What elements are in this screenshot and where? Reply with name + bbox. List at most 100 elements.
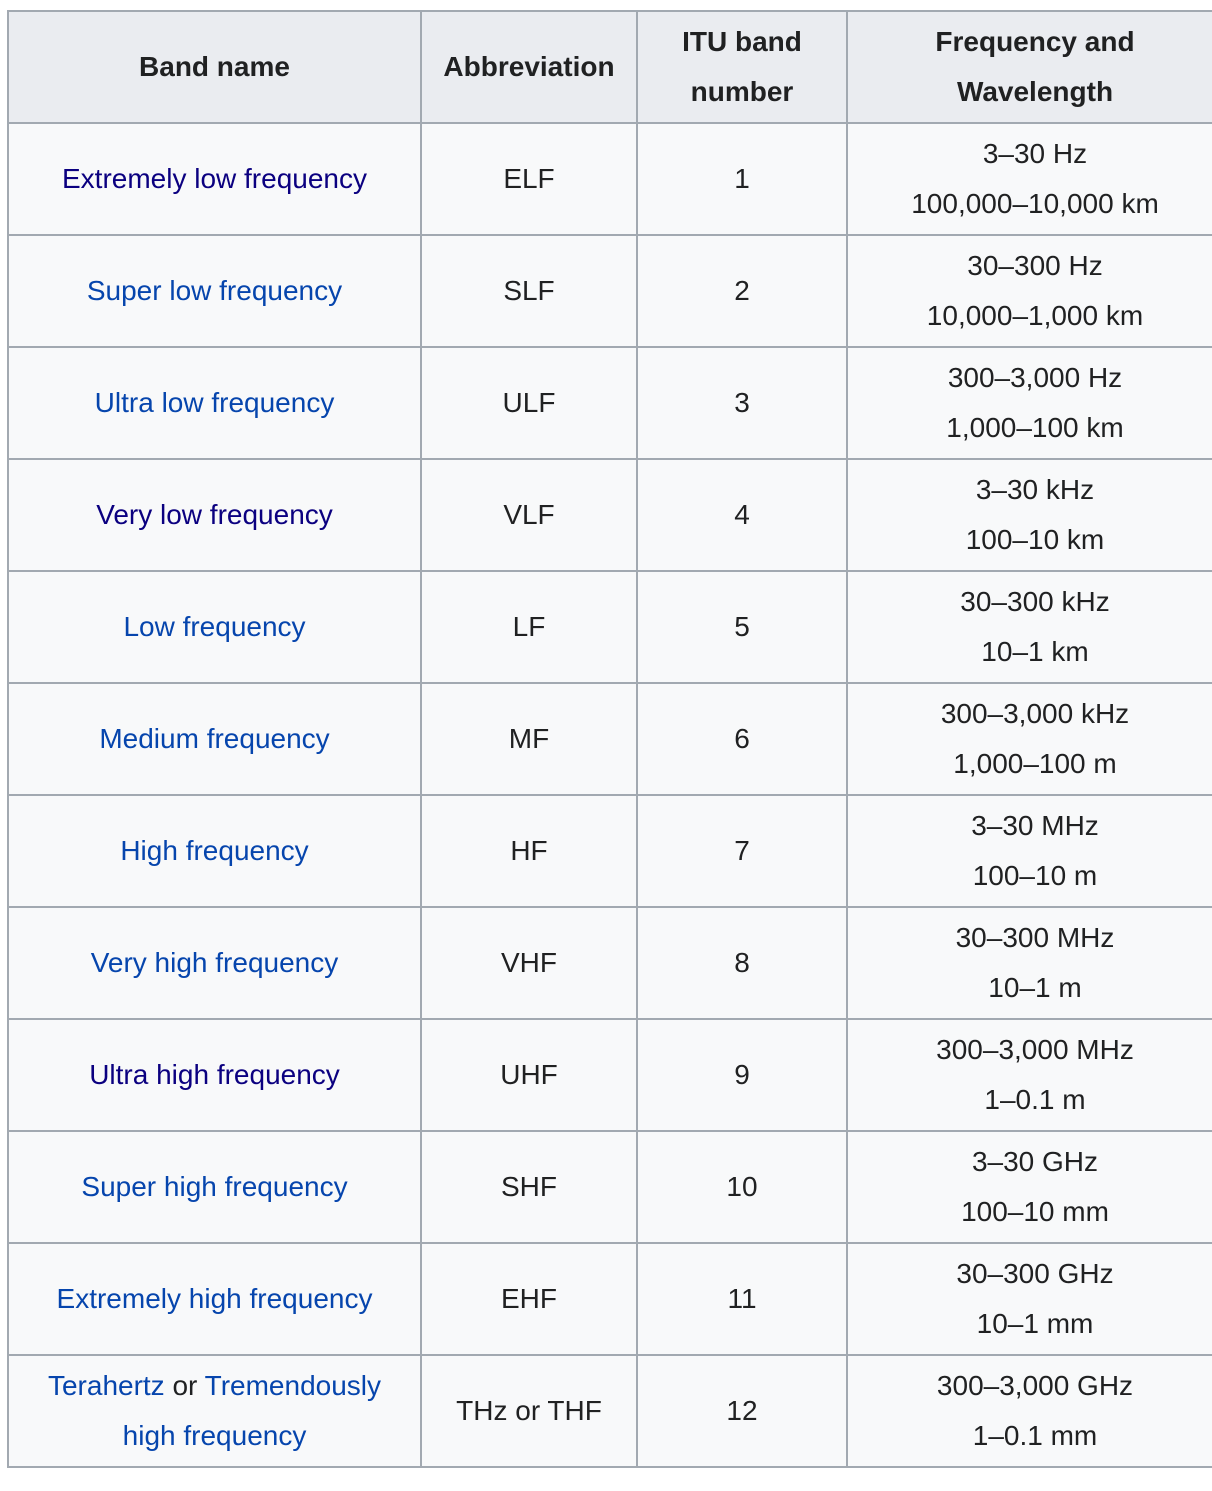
header-frequency-wavelength[interactable]: Frequency and Wavelength	[846, 10, 1212, 124]
band-name-link[interactable]: High frequency	[120, 835, 309, 866]
band-name-cell: Super low frequency	[7, 234, 422, 348]
tremendously-high-frequency-link-continued[interactable]: high frequency	[122, 1420, 307, 1451]
wavelength-range: 1–0.1 mm	[972, 1420, 1098, 1451]
abbreviation-cell: UHF	[420, 1018, 638, 1132]
table-row: Super low frequency SLF 2 30–300 Hz 10,0…	[7, 234, 1212, 348]
itu-number-cell: 9	[636, 1018, 848, 1132]
band-name-link[interactable]: Medium frequency	[99, 723, 330, 754]
header-freq-label-line1: Frequency and	[935, 26, 1135, 57]
abbreviation-cell: SHF	[420, 1130, 638, 1244]
frequency-range: 300–3,000 MHz	[936, 1034, 1134, 1065]
abbreviation-cell: ELF	[420, 122, 638, 236]
frequency-wavelength-cell: 3–30 MHz 100–10 m	[846, 794, 1212, 908]
band-name-link[interactable]: Extremely high frequency	[56, 1283, 373, 1314]
band-name-cell: Ultra low frequency	[7, 346, 422, 460]
itu-number-cell: 4	[636, 458, 848, 572]
itu-number-cell: 5	[636, 570, 848, 684]
band-name-cell: Medium frequency	[7, 682, 422, 796]
terahertz-link[interactable]: Terahertz	[47, 1370, 165, 1401]
table-row: Medium frequency MF 6 300–3,000 kHz 1,00…	[7, 682, 1212, 796]
abbreviation-cell: VLF	[420, 458, 638, 572]
frequency-range: 30–300 kHz	[960, 586, 1110, 617]
header-itu-label-line2: number	[690, 76, 794, 107]
frequency-wavelength-cell: 300–3,000 kHz 1,000–100 m	[846, 682, 1212, 796]
abbreviation-cell: THz or THF	[420, 1354, 638, 1468]
itu-number-cell: 11	[636, 1242, 848, 1356]
frequency-wavelength-cell: 300–3,000 GHz 1–0.1 mm	[846, 1354, 1212, 1468]
frequency-range: 3–30 MHz	[971, 810, 1099, 841]
wavelength-range: 1,000–100 m	[953, 748, 1117, 779]
band-name-link[interactable]: Very low frequency	[96, 499, 333, 530]
frequency-wavelength-cell: 300–3,000 Hz 1,000–100 km	[846, 346, 1212, 460]
itu-number-cell: 10	[636, 1130, 848, 1244]
frequency-range: 300–3,000 GHz	[936, 1370, 1134, 1401]
frequency-wavelength-cell: 3–30 kHz 100–10 km	[846, 458, 1212, 572]
table-row: Super high frequency SHF 10 3–30 GHz 100…	[7, 1130, 1212, 1244]
frequency-wavelength-cell: 3–30 Hz 100,000–10,000 km	[846, 122, 1212, 236]
abbreviation-cell: VHF	[420, 906, 638, 1020]
wavelength-range: 100,000–10,000 km	[911, 188, 1159, 219]
or-separator: or	[164, 1370, 205, 1401]
table-row: Extremely high frequency EHF 11 30–300 G…	[7, 1242, 1212, 1356]
itu-number-cell: 7	[636, 794, 848, 908]
header-band-name-label: Band name	[139, 51, 290, 82]
abbreviation-cell: SLF	[420, 234, 638, 348]
abbreviation-cell: ULF	[420, 346, 638, 460]
itu-number-cell: 3	[636, 346, 848, 460]
itu-number-cell: 1	[636, 122, 848, 236]
wavelength-range: 10–1 m	[988, 972, 1082, 1003]
table-row: Ultra high frequency UHF 9 300–3,000 MHz…	[7, 1018, 1212, 1132]
wavelength-range: 100–10 mm	[961, 1196, 1109, 1227]
table-row: Very high frequency VHF 8 30–300 MHz 10–…	[7, 906, 1212, 1020]
table-row: Low frequency LF 5 30–300 kHz 10–1 km	[7, 570, 1212, 684]
band-name-link[interactable]: Extremely low frequency	[61, 163, 367, 194]
abbreviation-cell: EHF	[420, 1242, 638, 1356]
band-name-link[interactable]: Very high frequency	[90, 947, 339, 978]
frequency-range: 3–30 Hz	[982, 138, 1088, 169]
abbreviation-cell: MF	[420, 682, 638, 796]
tremendously-high-frequency-link[interactable]: Tremendously	[204, 1370, 382, 1401]
header-itu-label-line1: ITU band	[682, 26, 802, 57]
band-name-link[interactable]: Super high frequency	[81, 1171, 348, 1202]
frequency-wavelength-cell: 3–30 GHz 100–10 mm	[846, 1130, 1212, 1244]
band-name-cell: Super high frequency	[7, 1130, 422, 1244]
table-row: Very low frequency VLF 4 3–30 kHz 100–10…	[7, 458, 1212, 572]
wavelength-range: 10–1 mm	[976, 1308, 1094, 1339]
band-name-cell: Very low frequency	[7, 458, 422, 572]
frequency-range: 300–3,000 kHz	[940, 698, 1130, 729]
header-freq-label-line2: Wavelength	[956, 76, 1114, 107]
frequency-wavelength-cell: 30–300 MHz 10–1 m	[846, 906, 1212, 1020]
frequency-range: 30–300 Hz	[967, 250, 1103, 281]
band-name-cell: Extremely high frequency	[7, 1242, 422, 1356]
header-band-name[interactable]: Band name	[7, 10, 422, 124]
band-name-link[interactable]: Ultra low frequency	[94, 387, 335, 418]
band-name-link[interactable]: Low frequency	[123, 611, 306, 642]
band-name-cell: Ultra high frequency	[7, 1018, 422, 1132]
frequency-wavelength-cell: 300–3,000 MHz 1–0.1 m	[846, 1018, 1212, 1132]
band-name-link[interactable]: Super low frequency	[86, 275, 343, 306]
frequency-wavelength-cell: 30–300 kHz 10–1 km	[846, 570, 1212, 684]
wavelength-range: 1,000–100 km	[946, 412, 1124, 443]
wavelength-range: 10–1 km	[981, 636, 1089, 667]
band-name-link[interactable]: Ultra high frequency	[89, 1059, 340, 1090]
table-row: Ultra low frequency ULF 3 300–3,000 Hz 1…	[7, 346, 1212, 460]
header-abbreviation-label: Abbreviation	[443, 51, 615, 82]
table-header-row: Band name Abbreviation ITU band number F…	[7, 10, 1212, 124]
wavelength-range: 10,000–1,000 km	[926, 300, 1144, 331]
band-name-cell: Very high frequency	[7, 906, 422, 1020]
abbreviation-cell: LF	[420, 570, 638, 684]
header-abbreviation[interactable]: Abbreviation	[420, 10, 638, 124]
wavelength-range: 100–10 km	[965, 524, 1105, 555]
frequency-range: 30–300 GHz	[956, 1258, 1114, 1289]
wavelength-range: 1–0.1 m	[984, 1084, 1086, 1115]
frequency-range: 300–3,000 Hz	[947, 362, 1123, 393]
itu-number-cell: 6	[636, 682, 848, 796]
frequency-bands-table: Band name Abbreviation ITU band number F…	[7, 10, 1212, 1468]
band-name-cell: Extremely low frequency	[7, 122, 422, 236]
table-row: High frequency HF 7 3–30 MHz 100–10 m	[7, 794, 1212, 908]
itu-number-cell: 12	[636, 1354, 848, 1468]
frequency-wavelength-cell: 30–300 GHz 10–1 mm	[846, 1242, 1212, 1356]
table-body: Extremely low frequency ELF 1 3–30 Hz 10…	[7, 122, 1212, 1468]
frequency-range: 3–30 GHz	[971, 1146, 1099, 1177]
header-itu-band-number[interactable]: ITU band number	[636, 10, 848, 124]
